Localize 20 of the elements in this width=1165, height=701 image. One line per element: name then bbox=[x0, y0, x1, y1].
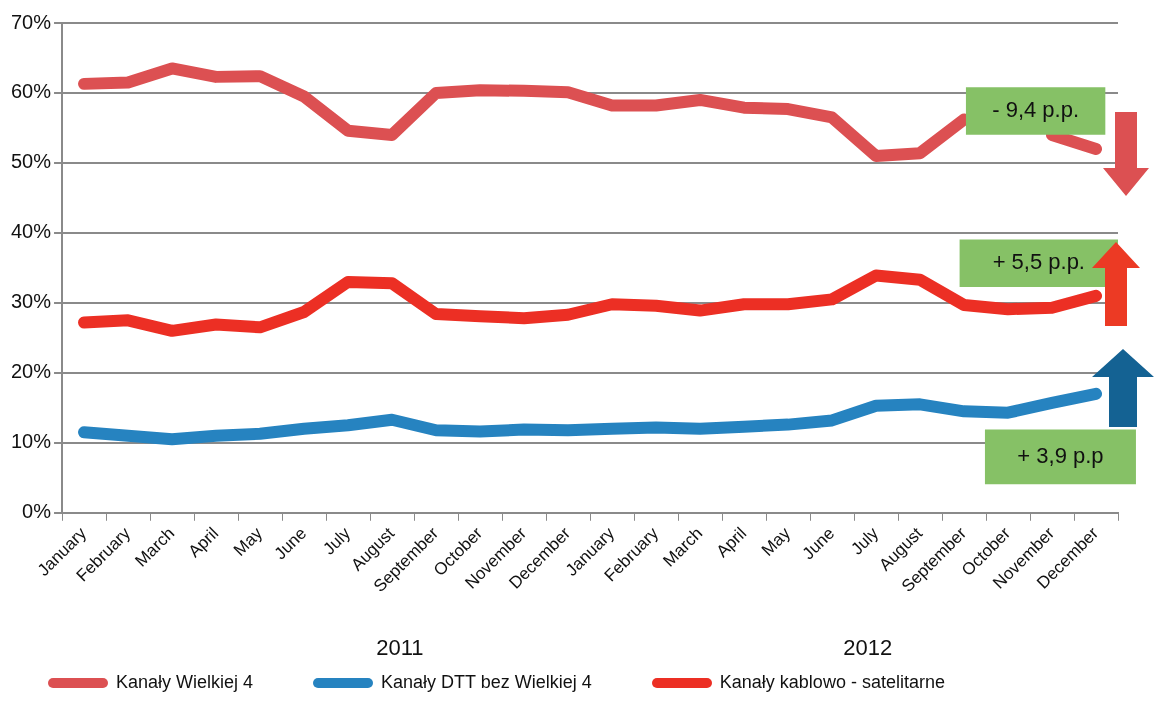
legend-label: Kanały kablowo - satelitarne bbox=[719, 672, 945, 693]
y-tick-label: 10% bbox=[11, 430, 52, 453]
x-tick-label: May bbox=[758, 523, 795, 560]
y-tick-label: 50% bbox=[11, 150, 52, 173]
x-tick-label: July bbox=[847, 523, 883, 559]
y-tick-label: 30% bbox=[11, 290, 52, 313]
annotation: + 3,9 p.p bbox=[1017, 443, 1104, 468]
legend-label: Kanały DTT bez Wielkiej 4 bbox=[381, 672, 592, 693]
y-tick-label: 60% bbox=[11, 80, 52, 103]
text: 2012 bbox=[843, 634, 893, 660]
y-tick-label: 40% bbox=[11, 220, 52, 243]
annotation: - 9,4 p.p. bbox=[992, 96, 1080, 122]
x-tick-label: July bbox=[319, 523, 355, 559]
y-tick-label: 70% bbox=[11, 10, 52, 33]
text: 2011 bbox=[376, 634, 424, 660]
y-tick-label: 20% bbox=[11, 360, 52, 383]
x-tick-label: May bbox=[230, 523, 267, 560]
legend-label: Kanały Wielkiej 4 bbox=[116, 672, 254, 693]
annotation: + 5,5 p.p. bbox=[992, 249, 1085, 275]
y-tick-label: 0% bbox=[22, 500, 52, 523]
